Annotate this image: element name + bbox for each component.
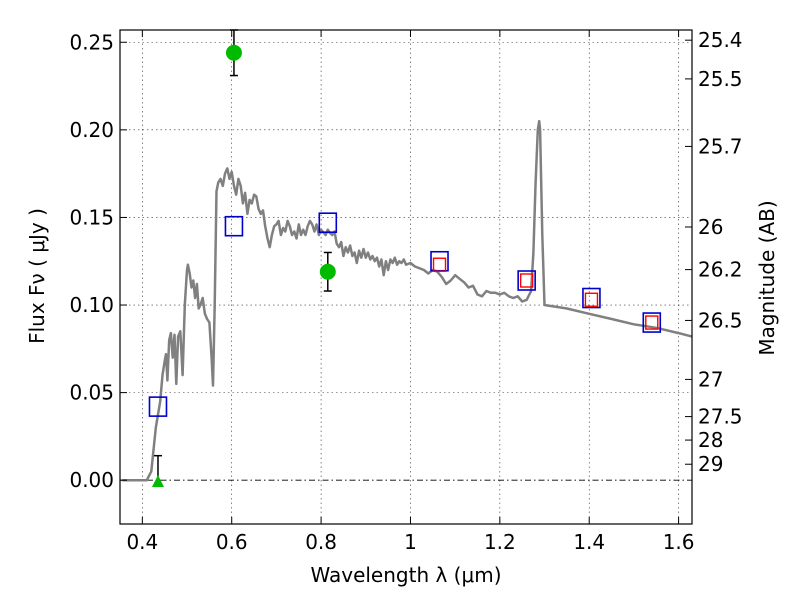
x-axis-label: Wavelength λ (μm)	[310, 563, 501, 587]
mag-tick-label: 27	[698, 367, 723, 391]
data-series	[122, 29, 693, 487]
mag-tick-label: 25.4	[698, 28, 743, 52]
x-tick-label: 0.4	[126, 530, 158, 554]
model-photometry-square	[148, 396, 168, 417]
x-tick-label: 1	[404, 530, 417, 554]
mag-tick-label: 26	[698, 215, 723, 239]
mag-tick-label: 26.5	[698, 308, 743, 332]
x-tick-label: 1.6	[663, 530, 695, 554]
mag-tick-label: 28	[698, 428, 723, 452]
x-tick-label: 0.8	[305, 530, 337, 554]
y-tick-label: 0.05	[69, 381, 114, 405]
plot-frame	[119, 29, 693, 525]
mag-tick-label: 27.5	[698, 405, 743, 429]
y-tick-label: 0.10	[69, 293, 114, 317]
observed-green-point	[319, 263, 336, 280]
x-tick-label: 1.4	[573, 530, 605, 554]
y-axis-label-right: Magnitude (AB)	[755, 200, 779, 355]
model-photometry-square	[642, 312, 662, 333]
mag-tick-label: 26.2	[698, 258, 743, 282]
y-tick-label: 0.25	[69, 30, 114, 54]
x-tick-label: 1.2	[484, 530, 516, 554]
observed-red-square	[519, 273, 534, 288]
mag-tick-label: 29	[698, 452, 723, 476]
model-photometry-square	[318, 212, 338, 233]
model-sed-line	[122, 119, 693, 482]
observed-green-point	[225, 44, 242, 61]
mag-tick-label: 25.7	[698, 134, 743, 158]
y-tick-label: 0.20	[69, 118, 114, 142]
observed-red-square	[645, 315, 659, 330]
model-photometry-square	[224, 215, 244, 237]
model-photometry-square	[517, 270, 536, 291]
y-axis-label-left: Flux Fν ( μJy )	[25, 208, 49, 344]
observed-red-square	[432, 257, 447, 272]
x-tick-label: 0.6	[216, 530, 248, 554]
axis-ticks: 0.4 0.6 0.8 1 1.2 1.4 1.6 0.00 0.05 0.10 0.15 0.20 0…	[69, 28, 742, 554]
upper-limit-triangle	[151, 474, 164, 487]
model-photometry-square	[582, 287, 601, 309]
mag-tick-label: 25.5	[698, 67, 743, 91]
observed-red-square	[584, 292, 599, 307]
y-tick-label: 0.15	[69, 205, 114, 229]
y-tick-label: 0.00	[69, 468, 114, 492]
